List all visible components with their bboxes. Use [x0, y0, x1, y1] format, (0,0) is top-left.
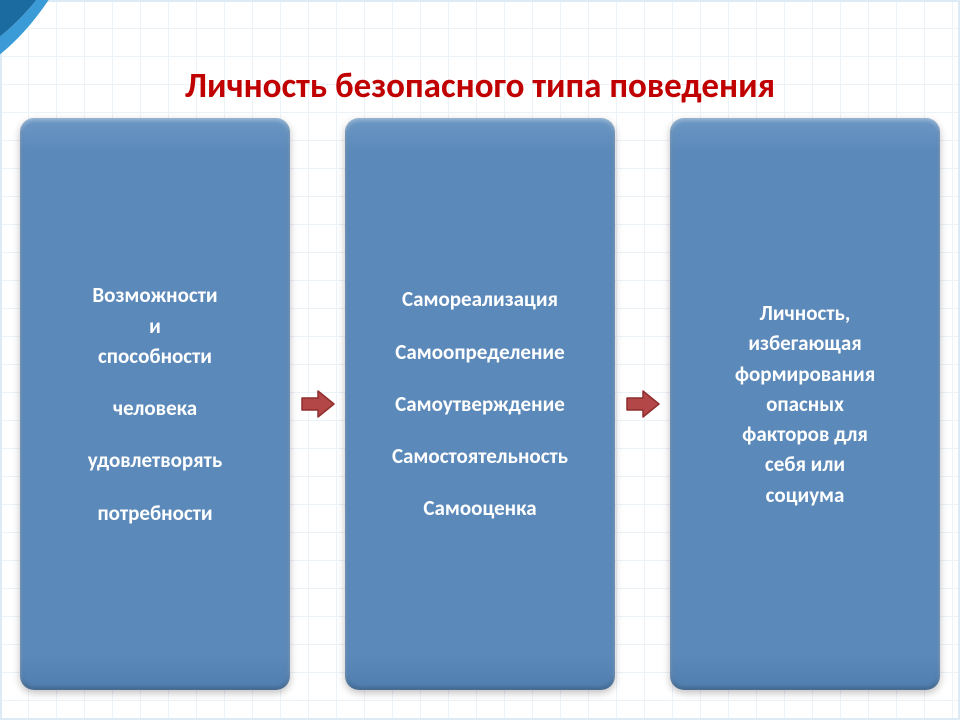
panel-gap [359, 315, 601, 337]
panel-line: способности [34, 341, 276, 371]
panel-line: Самореализация [359, 284, 601, 314]
panel-line: Возможности [34, 280, 276, 310]
panel-line: Самостоятельность [359, 441, 601, 471]
panel-line: человека [34, 393, 276, 423]
panel-line: Самоопределение [359, 337, 601, 367]
panels-row: Возможности и способности человека удовл… [20, 118, 940, 690]
panel-avoiding-danger: Личность, избегающая формирования опасны… [670, 118, 940, 690]
panel-line: Личность, [684, 298, 926, 328]
arrow-right-icon [300, 389, 336, 419]
panel-gap [34, 476, 276, 498]
panel-line: и [34, 311, 276, 341]
panel-gap [34, 423, 276, 445]
panel-line: удовлетворять [34, 445, 276, 475]
arrow-2 [623, 118, 663, 690]
panel-possibilities: Возможности и способности человека удовл… [20, 118, 290, 690]
slide-title: Личность безопасного типа поведения [0, 65, 960, 107]
panel-gap [359, 419, 601, 441]
panel-line: Самооценка [359, 493, 601, 523]
panel-line: факторов для [684, 419, 926, 449]
panel-line: избегающая [684, 328, 926, 358]
panel-line: потребности [34, 498, 276, 528]
panel-line: себя или [684, 449, 926, 479]
panel-line: Самоутверждение [359, 389, 601, 419]
panel-gap [34, 371, 276, 393]
corner-swoosh-decoration [0, 0, 58, 68]
panel-line: опасных [684, 389, 926, 419]
arrow-1 [298, 118, 338, 690]
panel-self: Самореализация Самоопределение Самоутвер… [345, 118, 615, 690]
panel-gap [359, 367, 601, 389]
panel-gap [359, 471, 601, 493]
arrow-right-icon [625, 389, 661, 419]
panel-line: социума [684, 480, 926, 510]
panel-line: формирования [684, 359, 926, 389]
